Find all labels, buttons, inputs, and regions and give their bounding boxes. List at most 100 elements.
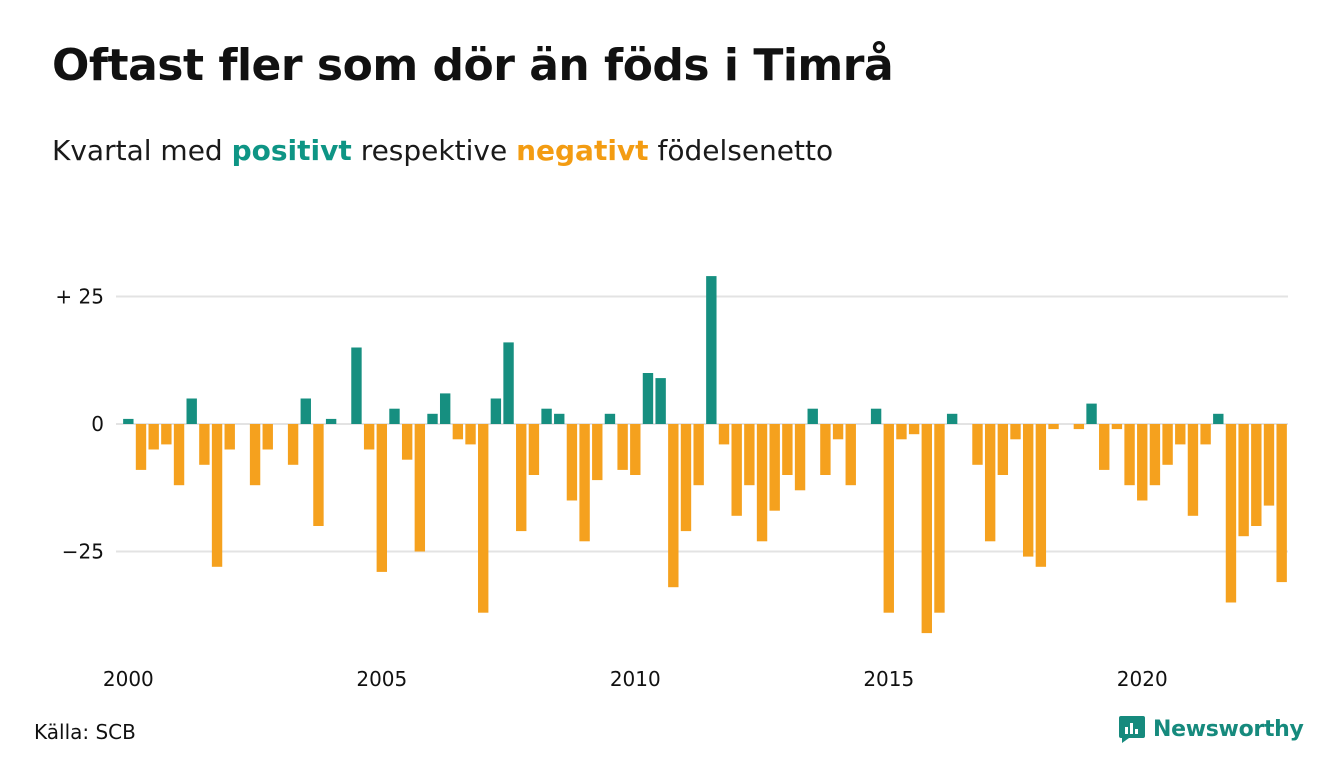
bar-negative bbox=[1137, 424, 1148, 501]
bar-positive bbox=[706, 276, 717, 424]
subtitle-prefix: Kvartal med bbox=[52, 134, 223, 167]
bar-negative bbox=[1099, 424, 1110, 470]
bar-positive bbox=[389, 408, 400, 424]
bar-positive bbox=[325, 418, 337, 424]
bar-negative bbox=[401, 424, 413, 460]
bar-positive bbox=[503, 342, 514, 424]
bar-negative bbox=[997, 424, 1009, 475]
bar-negative bbox=[617, 424, 628, 470]
bar-negative bbox=[516, 424, 527, 532]
bar-negative bbox=[148, 424, 159, 450]
subtitle-suffix: födelsenetto bbox=[657, 134, 834, 167]
bar-negative bbox=[478, 424, 489, 613]
bar-negative bbox=[845, 424, 856, 486]
bar-negative bbox=[934, 424, 945, 613]
bar-negative bbox=[693, 424, 704, 486]
bar-positive bbox=[427, 413, 438, 424]
bar-negative bbox=[579, 424, 590, 542]
bar-negative bbox=[718, 424, 730, 445]
chart-title: Oftast fler som dör än föds i Timrå bbox=[52, 40, 894, 91]
bar-negative bbox=[224, 424, 235, 450]
bar-negative bbox=[630, 424, 641, 475]
bar-negative bbox=[769, 424, 780, 511]
x-tick-label: 2000 bbox=[103, 667, 154, 691]
bar-negative bbox=[1111, 424, 1123, 430]
x-tick-label: 2020 bbox=[1117, 667, 1168, 691]
bar-negative bbox=[744, 424, 755, 486]
bar-positive bbox=[554, 413, 565, 424]
bar-negative bbox=[376, 424, 388, 572]
bar-negative bbox=[756, 424, 768, 542]
bar-positive bbox=[123, 418, 134, 424]
bar-negative bbox=[528, 424, 540, 475]
bar-negative bbox=[984, 424, 996, 542]
bar-positive bbox=[300, 398, 311, 424]
bar-positive bbox=[541, 408, 552, 424]
newsworthy-logo-icon bbox=[1119, 716, 1145, 743]
bar-negative bbox=[199, 424, 210, 465]
bar-chart: + 25 0 −25 2000 2005 2010 2015 2020 bbox=[55, 276, 1288, 691]
bar-positive bbox=[1086, 403, 1097, 424]
brand-name: Newsworthy bbox=[1153, 716, 1304, 742]
bar-negative bbox=[1022, 424, 1034, 557]
bar-negative bbox=[592, 424, 603, 481]
y-tick-label: 0 bbox=[91, 412, 104, 436]
bar-negative bbox=[668, 424, 679, 588]
bar-positive bbox=[807, 408, 818, 424]
bar-negative bbox=[1238, 424, 1249, 537]
bar-negative bbox=[566, 424, 578, 501]
bar-negative bbox=[1200, 424, 1211, 445]
bar-negative bbox=[1124, 424, 1135, 486]
bar-negative bbox=[972, 424, 983, 465]
bar-negative bbox=[1073, 424, 1085, 430]
bar-negative bbox=[161, 424, 172, 445]
bar-negative bbox=[1263, 424, 1275, 506]
bar-negative bbox=[1187, 424, 1199, 516]
source-note: Källa: SCB bbox=[34, 720, 136, 744]
bar-negative bbox=[452, 424, 464, 440]
bar-positive bbox=[655, 378, 666, 424]
bar-negative bbox=[249, 424, 261, 486]
bar-negative bbox=[313, 424, 324, 526]
bar-positive bbox=[946, 413, 958, 424]
bar-positive bbox=[642, 373, 654, 424]
bar-negative bbox=[465, 424, 476, 445]
bar-positive bbox=[439, 393, 451, 424]
bar-negative bbox=[173, 424, 185, 486]
bar-negative bbox=[832, 424, 844, 440]
bar-negative bbox=[1048, 424, 1059, 430]
bar-negative bbox=[1010, 424, 1021, 440]
bar-negative bbox=[1251, 424, 1262, 526]
chart-subtitle: Kvartal med positivt respektive negativt… bbox=[52, 134, 833, 167]
bar-positive bbox=[186, 398, 197, 424]
bar-negative bbox=[680, 424, 692, 532]
x-tick-label: 2005 bbox=[356, 667, 407, 691]
bar-negative bbox=[135, 424, 147, 470]
bar-negative bbox=[1149, 424, 1161, 486]
bar-positive bbox=[351, 347, 362, 424]
bar-negative bbox=[287, 424, 299, 465]
bar-positive bbox=[1213, 413, 1224, 424]
y-tick-label: + 25 bbox=[55, 285, 104, 309]
bar-negative bbox=[820, 424, 831, 475]
bar-negative bbox=[794, 424, 806, 491]
bar-negative bbox=[883, 424, 894, 613]
y-tick-label: −25 bbox=[62, 540, 104, 564]
bar-negative bbox=[211, 424, 223, 567]
bar-negative bbox=[731, 424, 742, 516]
x-tick-label: 2015 bbox=[863, 667, 914, 691]
bar-negative bbox=[1162, 424, 1173, 465]
brand: Newsworthy bbox=[1117, 714, 1304, 744]
bar-positive bbox=[870, 408, 882, 424]
subtitle-middle: respektive bbox=[360, 134, 508, 167]
bar-negative bbox=[414, 424, 426, 552]
bar-negative bbox=[1276, 424, 1287, 583]
bar-negative bbox=[262, 424, 273, 450]
bar-positive bbox=[490, 398, 502, 424]
bar-negative bbox=[1175, 424, 1186, 445]
bar-negative bbox=[908, 424, 920, 435]
bar-positive bbox=[604, 413, 616, 424]
bar-negative bbox=[782, 424, 793, 475]
bar-negative bbox=[1035, 424, 1047, 567]
bar-negative bbox=[363, 424, 375, 450]
